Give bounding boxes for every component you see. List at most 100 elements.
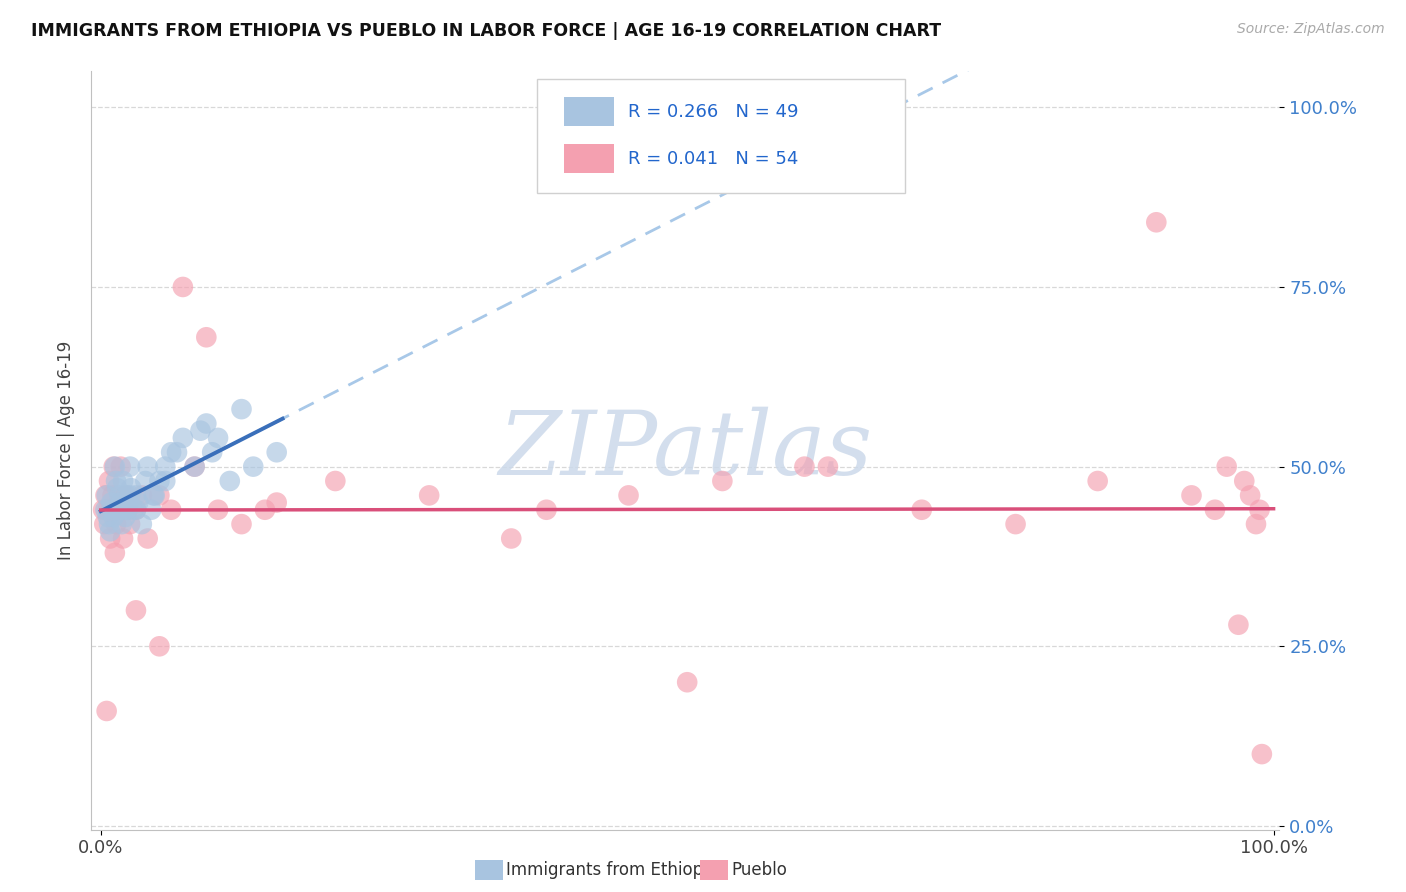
Point bbox=[134, 474, 156, 488]
Point bbox=[231, 402, 253, 417]
Point bbox=[1144, 215, 1167, 229]
Point bbox=[711, 474, 734, 488]
Text: Source: ZipAtlas.com: Source: ZipAtlas.com bbox=[1237, 22, 1385, 37]
Point bbox=[127, 495, 149, 509]
Point bbox=[201, 445, 224, 459]
Point bbox=[117, 502, 139, 516]
Point bbox=[148, 640, 170, 654]
Point bbox=[96, 704, 118, 718]
Point bbox=[125, 488, 148, 502]
Point bbox=[142, 488, 165, 502]
Point bbox=[817, 459, 839, 474]
Point bbox=[160, 502, 183, 516]
Point bbox=[1227, 617, 1250, 632]
Point bbox=[110, 495, 132, 509]
Point bbox=[97, 502, 120, 516]
Point bbox=[160, 445, 183, 459]
Point bbox=[1249, 502, 1271, 516]
Point bbox=[617, 488, 640, 502]
Point bbox=[125, 502, 148, 516]
Point bbox=[100, 502, 122, 516]
Point bbox=[190, 424, 212, 438]
Point bbox=[536, 502, 558, 516]
Point bbox=[148, 474, 170, 488]
Point bbox=[120, 481, 142, 495]
Point bbox=[143, 488, 166, 502]
Point bbox=[207, 431, 229, 445]
Point bbox=[1180, 488, 1202, 502]
Point bbox=[104, 546, 127, 560]
Point bbox=[1087, 474, 1109, 488]
Point bbox=[166, 445, 188, 459]
Point bbox=[98, 532, 121, 546]
Point bbox=[1239, 488, 1261, 502]
Point bbox=[118, 495, 141, 509]
Point bbox=[1204, 502, 1226, 516]
Point bbox=[1233, 474, 1256, 488]
Point bbox=[98, 474, 121, 488]
Point bbox=[105, 517, 128, 532]
Point bbox=[141, 502, 163, 516]
Point bbox=[218, 474, 240, 488]
Text: Immigrants from Ethiopia: Immigrants from Ethiopia bbox=[506, 861, 718, 879]
Text: IMMIGRANTS FROM ETHIOPIA VS PUEBLO IN LABOR FORCE | AGE 16-19 CORRELATION CHART: IMMIGRANTS FROM ETHIOPIA VS PUEBLO IN LA… bbox=[31, 22, 941, 40]
Point bbox=[1004, 517, 1026, 532]
Point bbox=[1215, 459, 1237, 474]
Point bbox=[172, 280, 194, 294]
Point bbox=[172, 431, 194, 445]
Point bbox=[207, 502, 229, 516]
Point bbox=[266, 445, 288, 459]
FancyBboxPatch shape bbox=[564, 145, 614, 173]
Point bbox=[112, 532, 135, 546]
Point bbox=[112, 502, 135, 516]
Y-axis label: In Labor Force | Age 16-19: In Labor Force | Age 16-19 bbox=[56, 341, 75, 560]
FancyBboxPatch shape bbox=[537, 79, 905, 193]
Point bbox=[103, 459, 125, 474]
Point bbox=[122, 502, 145, 516]
Point bbox=[120, 459, 142, 474]
Point bbox=[125, 603, 148, 617]
Point bbox=[911, 502, 934, 516]
Point bbox=[136, 532, 159, 546]
Point bbox=[195, 330, 218, 344]
Point bbox=[105, 474, 128, 488]
Point bbox=[242, 459, 264, 474]
Point bbox=[676, 675, 699, 690]
Point bbox=[111, 517, 134, 532]
Point bbox=[105, 481, 128, 495]
Text: ZIPatlas: ZIPatlas bbox=[498, 407, 873, 494]
Point bbox=[98, 524, 121, 539]
Point bbox=[98, 517, 121, 532]
Point bbox=[155, 459, 177, 474]
Point bbox=[253, 502, 276, 516]
Point bbox=[125, 502, 148, 516]
Point bbox=[117, 502, 139, 516]
Point bbox=[104, 459, 127, 474]
Point bbox=[114, 510, 136, 524]
Point bbox=[266, 495, 288, 509]
Point bbox=[195, 417, 218, 431]
Point bbox=[131, 517, 153, 532]
Point bbox=[418, 488, 440, 502]
Point bbox=[107, 502, 129, 516]
Point bbox=[115, 488, 138, 502]
Point bbox=[108, 488, 131, 502]
Point bbox=[183, 459, 205, 474]
Point bbox=[501, 532, 523, 546]
Point bbox=[231, 517, 253, 532]
Point bbox=[91, 502, 114, 516]
Point bbox=[793, 459, 815, 474]
Point bbox=[114, 488, 136, 502]
Point bbox=[101, 502, 124, 516]
Point bbox=[1244, 517, 1267, 532]
Point bbox=[97, 510, 120, 524]
Point bbox=[120, 488, 142, 502]
Point bbox=[148, 488, 170, 502]
Point bbox=[1250, 747, 1272, 761]
Point bbox=[100, 495, 122, 509]
FancyBboxPatch shape bbox=[564, 97, 614, 126]
Point bbox=[155, 474, 177, 488]
Point bbox=[93, 517, 115, 532]
Text: R = 0.041   N = 54: R = 0.041 N = 54 bbox=[628, 150, 799, 168]
Point bbox=[101, 488, 124, 502]
